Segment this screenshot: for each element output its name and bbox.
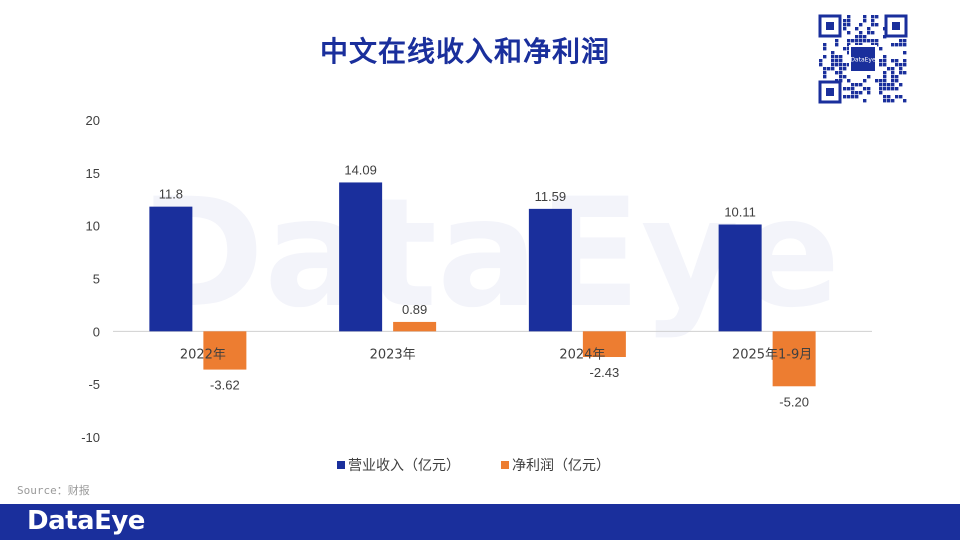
profit-bar [772, 331, 816, 387]
footer-bar: DataEye [0, 504, 960, 540]
footer-logo: DataEye [27, 506, 145, 536]
revenue-bar [718, 224, 762, 332]
legend-label-profit: 净利润（亿元） [512, 458, 610, 474]
qr-center-logo: DataEye [850, 57, 876, 64]
y-tick-label: 0 [93, 324, 100, 339]
x-category-label: 2024年 [559, 347, 605, 362]
revenue-data-label: 11.59 [535, 189, 567, 204]
revenue-data-label: 11.8 [159, 187, 183, 202]
profit-data-label: -3.62 [210, 378, 240, 393]
y-tick-label: 15 [86, 166, 100, 181]
profit-data-label: -5.20 [779, 394, 809, 409]
revenue-data-label: 10.11 [724, 205, 756, 220]
revenue-bar [339, 182, 383, 332]
legend-label-revenue: 营业收入（亿元） [348, 458, 460, 474]
source-note: Source：财报 [17, 484, 90, 497]
legend-swatch-revenue [337, 461, 345, 469]
revenue-data-label: 14.09 [344, 162, 377, 177]
profit-bar [203, 331, 247, 370]
y-tick-label: 10 [86, 219, 100, 234]
revenue-bar [149, 206, 193, 332]
x-category-label: 2025年1-9月 [732, 347, 812, 362]
legend-swatch-profit [501, 461, 509, 469]
chart-title: 中文在线收入和净利润 [319, 35, 610, 68]
y-tick-label: 5 [93, 272, 100, 287]
y-tick-label: -10 [81, 430, 100, 445]
profit-data-label: -2.43 [590, 365, 620, 380]
profit-data-label: 0.89 [402, 302, 427, 317]
y-tick-label: -5 [88, 377, 100, 392]
y-tick-label: 20 [86, 113, 100, 128]
x-category-label: 2023年 [370, 347, 416, 362]
profit-bar [393, 321, 437, 332]
revenue-bar [528, 208, 572, 332]
profit-bar [582, 331, 626, 358]
x-category-label: 2022年 [180, 347, 226, 362]
qr-code: DataEye [818, 14, 908, 104]
